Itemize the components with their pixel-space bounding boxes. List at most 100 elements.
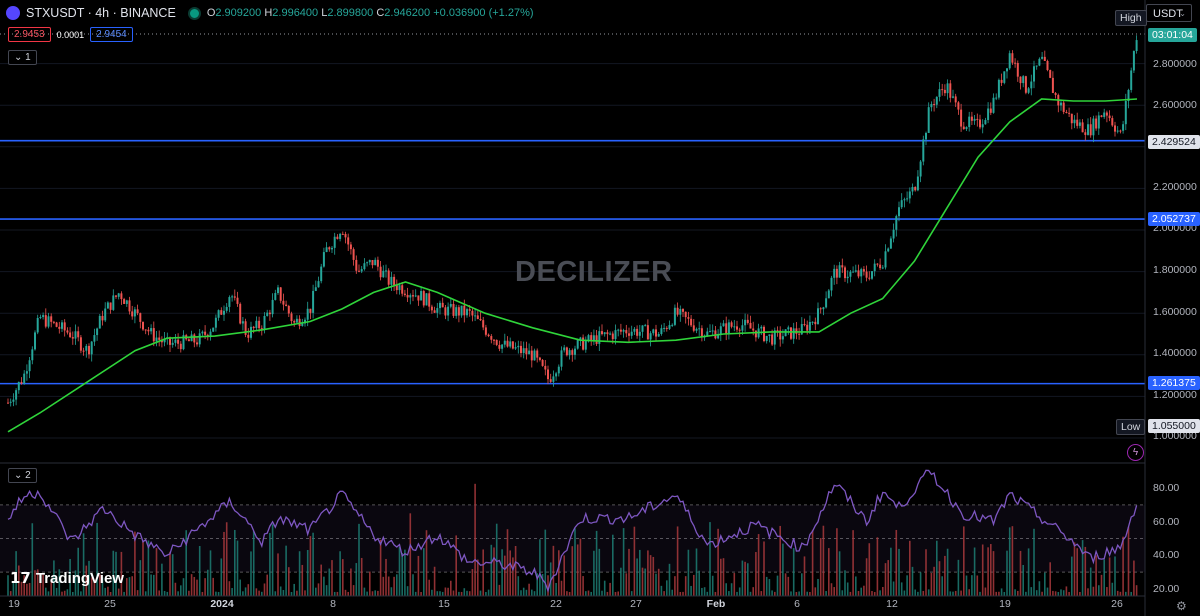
candle-body <box>925 132 927 140</box>
volume-bar <box>1116 590 1119 596</box>
candle-body <box>630 331 633 336</box>
candle-body <box>590 335 593 341</box>
candle-body <box>814 321 817 325</box>
volume-bar <box>50 579 52 596</box>
volume-bar <box>128 577 131 596</box>
volume-bar <box>45 587 47 596</box>
volume-bar <box>69 558 71 596</box>
rsi-label: 20.00 <box>1153 583 1180 595</box>
candle-body <box>498 344 501 349</box>
volume-bar <box>711 575 714 596</box>
tradingview-logo[interactable]: 𝟭𝟳 TradingView <box>10 569 124 588</box>
volume-bar <box>628 548 630 596</box>
candle-body <box>698 328 701 330</box>
candle-body <box>973 118 976 121</box>
candle-body <box>85 345 88 351</box>
volume-bar <box>336 591 339 596</box>
candle-body <box>792 328 795 339</box>
volume-bar <box>342 559 344 596</box>
candle-body <box>846 276 849 279</box>
candle-body <box>271 299 274 315</box>
candle-body <box>568 350 571 356</box>
candle-body <box>949 83 952 98</box>
candle-body <box>684 311 687 318</box>
candle-body <box>136 309 139 314</box>
candle-body <box>139 313 142 322</box>
candle-body <box>849 271 852 277</box>
candle-body <box>255 320 258 329</box>
volume-bar <box>836 528 838 596</box>
candle-body <box>1116 130 1119 132</box>
volume-bar <box>460 591 463 596</box>
candle-body <box>733 326 736 328</box>
volume-bar <box>390 587 393 596</box>
volume-bar <box>344 589 347 596</box>
candle-body <box>120 293 123 300</box>
volume-bar <box>630 591 633 596</box>
candle-body <box>495 339 498 345</box>
candle-body <box>787 327 790 330</box>
volume-bar <box>490 544 493 596</box>
volume-bar <box>747 563 749 596</box>
volume-bar <box>501 549 503 596</box>
lightning-icon[interactable]: ϟ <box>1127 444 1144 461</box>
volume-bar <box>261 591 263 596</box>
volume-bar <box>657 568 660 596</box>
currency-select[interactable]: USDT ⌄ <box>1146 4 1192 22</box>
volume-bar <box>884 563 887 596</box>
candle-body <box>798 333 801 335</box>
volume-bar <box>1133 560 1135 596</box>
volume-bar <box>72 591 74 596</box>
sell-button[interactable]: 2.9453 <box>8 27 51 42</box>
volume-bar <box>66 589 69 596</box>
candle-body <box>657 334 660 337</box>
candle-body <box>652 329 655 334</box>
volume-bar <box>1106 587 1108 596</box>
volume-bar <box>371 591 374 596</box>
volume-bar <box>479 590 482 596</box>
candle-body <box>358 270 360 272</box>
candle-body <box>965 127 968 130</box>
main-pane-collapse-button[interactable]: ⌄ 1 <box>8 50 37 65</box>
buy-button[interactable]: 2.9454 <box>90 27 133 42</box>
volume-bar <box>547 575 549 596</box>
volume-bar <box>1062 590 1065 596</box>
volume-bar <box>142 540 144 596</box>
volume-bar <box>463 588 466 596</box>
gear-icon[interactable]: ⚙ <box>1176 599 1187 613</box>
stx-coin-icon <box>6 6 20 20</box>
candle-body <box>520 345 522 354</box>
candle-body <box>339 233 342 239</box>
candle-body <box>544 365 547 370</box>
candle-body <box>754 330 757 338</box>
indicator-pane-collapse-button[interactable]: ⌄ 2 <box>8 468 37 483</box>
volume-bar <box>99 574 101 596</box>
volume-bar <box>417 555 420 596</box>
candle-body <box>560 350 563 367</box>
volume-bar <box>1035 590 1038 596</box>
volume-bar <box>552 545 555 596</box>
candle-body <box>1041 56 1044 59</box>
volume-bar <box>131 576 133 596</box>
candle-body <box>576 340 579 349</box>
candle-body <box>123 299 126 304</box>
volume-bar <box>215 591 217 596</box>
symbol-header[interactable]: STXUSDT · 4h · BINANCE O2.909200 H2.9964… <box>6 4 534 22</box>
volume-bar <box>101 577 104 596</box>
volume-bar <box>585 591 587 596</box>
candle-body <box>244 321 247 335</box>
candle-body <box>644 325 647 327</box>
price-label: 2.200000 <box>1153 181 1197 193</box>
candle-body <box>800 324 803 335</box>
candle-body <box>781 336 784 340</box>
symbol-title[interactable]: STXUSDT · 4h · BINANCE <box>26 6 176 20</box>
candle-body <box>533 350 536 361</box>
volume-bar <box>890 547 892 596</box>
volume-bar <box>895 529 898 596</box>
candle-body <box>282 300 285 305</box>
candle-body <box>938 89 941 97</box>
candle-body <box>811 321 814 323</box>
candle-body <box>428 293 431 307</box>
candle-body <box>212 327 215 332</box>
